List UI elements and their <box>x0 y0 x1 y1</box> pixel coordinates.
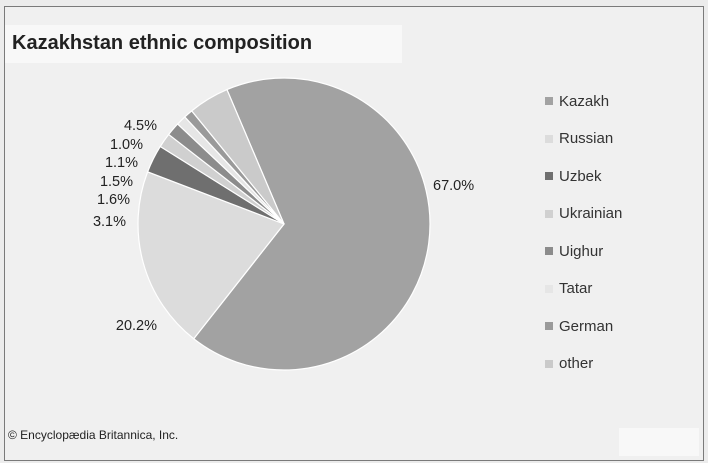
legend-item-german: German <box>545 315 613 337</box>
legend-item-ukrainian: Ukrainian <box>545 203 622 225</box>
legend-item-kazakh: Kazakh <box>545 90 609 112</box>
pct-label-russian: 20.2% <box>116 318 157 334</box>
legend-label-ukrainian: Ukrainian <box>559 205 623 222</box>
chart-title: Kazakhstan ethnic composition <box>12 32 313 54</box>
pct-label-tatar: 1.1% <box>105 155 138 171</box>
legend: Kazakh Russian Uzbek Ukrainian Uighur Ta… <box>545 90 695 390</box>
pct-label-uzbek: 3.1% <box>93 214 126 230</box>
legend-label-uighur: Uighur <box>559 242 604 260</box>
legend-item-russian: Russian <box>545 128 613 150</box>
pct-label-ukrainian: 1.6% <box>97 192 130 208</box>
legend-label-uzbek: Uzbek <box>559 167 602 185</box>
legend-swatch-ukrainian <box>545 209 553 218</box>
legend-label-kazakh: Kazakh <box>559 92 610 110</box>
pie-slices <box>137 77 431 371</box>
pct-label-uighur: 1.5% <box>100 174 133 190</box>
legend-label-other: other <box>559 355 594 372</box>
pct-label-german: 1.0% <box>110 137 143 153</box>
legend-label-russian: Russian <box>559 130 614 147</box>
legend-label-german: German <box>559 317 614 335</box>
legend-swatch-uzbek <box>545 172 553 180</box>
legend-swatch-other <box>545 359 553 368</box>
legend-swatch-uighur <box>545 247 553 255</box>
legend-item-uzbek: Uzbek <box>545 165 602 187</box>
legend-swatch-kazakh <box>545 97 553 105</box>
pct-label-kazakh: 67.0% <box>433 178 474 194</box>
title-background <box>5 25 402 63</box>
pct-label-other: 4.5% <box>124 118 157 134</box>
pie-slice-russian <box>137 171 285 340</box>
legend-item-other: other <box>545 353 593 375</box>
pie-slice-other <box>190 88 285 225</box>
legend-swatch-russian <box>545 134 553 143</box>
pie-slice-kazakh <box>192 77 431 371</box>
percentage-labels: 67.0% 20.2% 3.1% 1.6% 1.5% 1.1% 1.0% 4.5% <box>93 118 474 334</box>
legend-swatch-german <box>545 322 553 330</box>
legend-item-tatar: Tatar <box>545 278 592 300</box>
copyright-credit: © Encyclopædia Britannica, Inc. <box>8 428 179 442</box>
legend-swatch-tatar <box>545 284 553 293</box>
footer-background <box>619 428 699 456</box>
legend-item-uighur: Uighur <box>545 240 603 262</box>
legend-label-tatar: Tatar <box>559 280 593 297</box>
